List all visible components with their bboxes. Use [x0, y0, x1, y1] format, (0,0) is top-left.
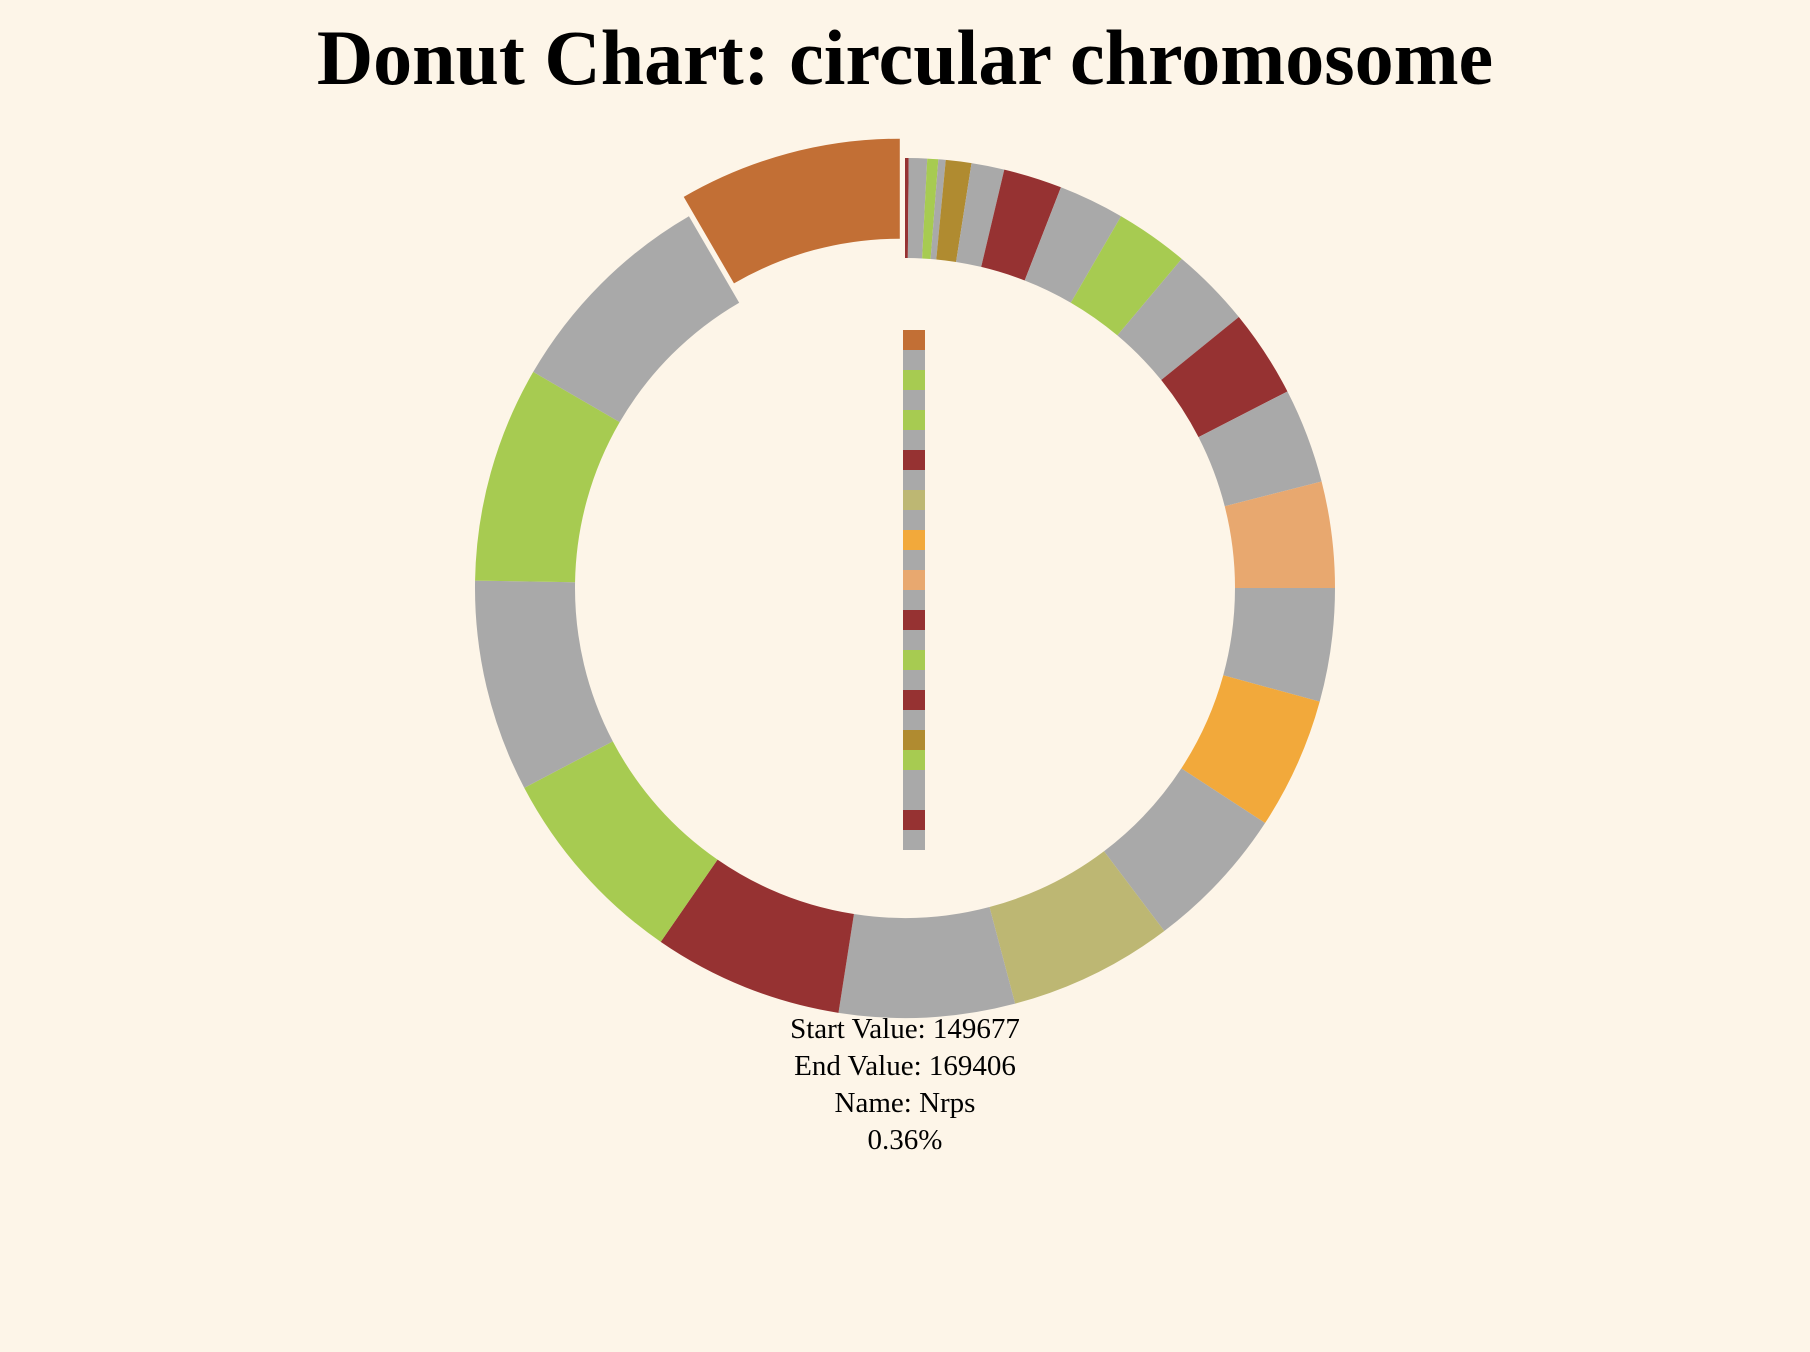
- donut-slice-22[interactable]: [533, 216, 740, 423]
- legend-swatch-6: [903, 450, 925, 470]
- legend-swatch-14: [903, 610, 925, 630]
- legend-swatch-16: [903, 650, 925, 670]
- donut-slice-19[interactable]: [524, 741, 718, 942]
- donut-slice-10[interactable]: [1161, 317, 1288, 438]
- donut-slice-15[interactable]: [1104, 768, 1266, 932]
- donut-slice-8[interactable]: [1070, 216, 1182, 336]
- legend-swatch-7: [903, 470, 925, 490]
- legend-swatch-20: [903, 730, 925, 750]
- legend-swatch-1: [903, 350, 925, 370]
- tooltip-start-value: Start Value: 149677: [790, 1013, 1020, 1045]
- center-legend: [903, 330, 925, 850]
- donut-slice-17[interactable]: [838, 906, 1016, 1018]
- legend-swatch-10: [903, 530, 925, 550]
- donut-slice-2[interactable]: [922, 158, 939, 259]
- legend-swatch-11: [903, 550, 925, 570]
- legend-swatch-0: [903, 330, 925, 350]
- donut-slice-4[interactable]: [936, 159, 972, 262]
- donut-slice-21[interactable]: [475, 371, 620, 583]
- legend-swatch-5: [903, 430, 925, 450]
- legend-swatch-17: [903, 670, 925, 690]
- donut-slice-20[interactable]: [475, 580, 613, 788]
- chart-title: Donut Chart: circular chromosome: [316, 14, 1494, 101]
- donut-slice-16[interactable]: [989, 851, 1165, 1004]
- tooltip-name: Name: Nrps: [834, 1087, 976, 1119]
- legend-swatch-22: [903, 770, 925, 790]
- donut-slice-5[interactable]: [956, 163, 1005, 267]
- legend-swatch-8: [903, 490, 925, 510]
- legend-swatch-23: [903, 790, 925, 810]
- donut-slice-13[interactable]: [1223, 588, 1335, 702]
- tooltip-percent: 0.36%: [867, 1124, 943, 1156]
- donut-slice-9[interactable]: [1117, 258, 1239, 381]
- donut-slice-3[interactable]: [930, 159, 946, 260]
- donut-slice-12[interactable]: [1224, 481, 1335, 588]
- legend-swatch-24: [903, 810, 925, 830]
- legend-swatch-19: [903, 710, 925, 730]
- donut-slice-7[interactable]: [1024, 187, 1122, 303]
- donut-slice-18[interactable]: [660, 859, 854, 1013]
- donut-slice-6[interactable]: [981, 169, 1061, 281]
- legend-swatch-2: [903, 370, 925, 390]
- legend-swatch-25: [903, 830, 925, 850]
- donut-slice-1[interactable]: [907, 158, 928, 259]
- legend-swatch-4: [903, 410, 925, 430]
- tooltip: Start Value: 149677 End Value: 169406 Na…: [655, 1011, 1155, 1159]
- legend-swatch-18: [903, 690, 925, 710]
- legend-swatch-9: [903, 510, 925, 530]
- legend-swatch-15: [903, 630, 925, 650]
- donut-slice-0[interactable]: [905, 158, 909, 259]
- donut-slice-14[interactable]: [1181, 675, 1320, 824]
- legend-swatch-3: [903, 390, 925, 410]
- legend-swatch-21: [903, 750, 925, 770]
- donut-slice-11[interactable]: [1198, 391, 1322, 507]
- donut-slices: [475, 138, 1335, 1018]
- legend-swatch-12: [903, 570, 925, 590]
- legend-swatch-13: [903, 590, 925, 610]
- donut-slice-23[interactable]: [683, 138, 900, 284]
- tooltip-end-value: End Value: 169406: [794, 1050, 1016, 1082]
